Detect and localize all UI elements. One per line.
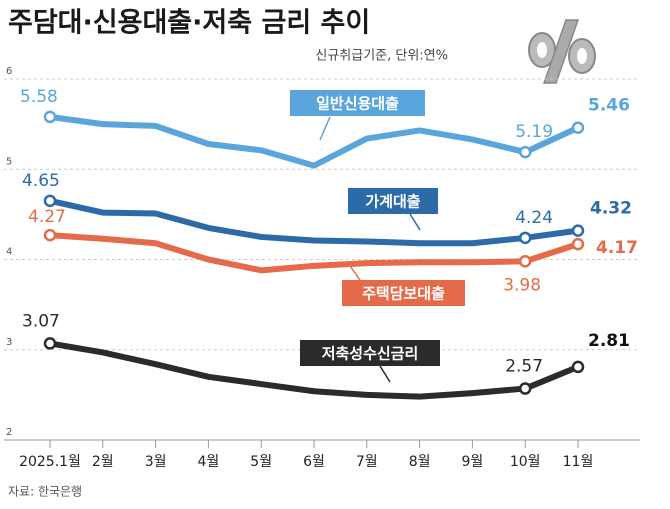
point	[518, 255, 532, 268]
data-label: 4.17	[596, 238, 638, 258]
x-tick-label: 4월	[198, 454, 220, 470]
series-line	[47, 340, 581, 400]
percent-icon	[528, 19, 596, 84]
point	[43, 228, 57, 242]
x-tick-label: 2월	[92, 454, 114, 470]
legend-box	[290, 90, 425, 116]
legend-connector	[409, 213, 421, 231]
point	[43, 110, 57, 124]
data-label: 4.24	[515, 208, 553, 228]
y-tick-label: 4	[6, 247, 12, 258]
series-line	[47, 113, 581, 169]
data-label: 5.46	[588, 96, 630, 116]
x-tick-label: 5월	[250, 454, 272, 470]
y-tick-label: 3	[6, 337, 12, 348]
data-label: 3.98	[503, 275, 541, 295]
x-tick-label: 2025.1월	[19, 454, 81, 470]
x-tick-label: 7월	[356, 454, 378, 470]
data-label: 3.07	[22, 311, 60, 331]
legend-connector	[379, 365, 391, 383]
point	[571, 224, 585, 237]
point	[43, 194, 57, 208]
point	[571, 360, 585, 374]
x-tick-label: 10월	[510, 454, 541, 470]
point	[43, 337, 57, 350]
legend-label: 가계대출	[365, 193, 420, 211]
legend-box	[348, 188, 438, 214]
legend-label: 일반신용대출	[316, 95, 399, 113]
point	[518, 145, 532, 159]
legend-box	[342, 280, 465, 306]
point	[518, 382, 532, 395]
legend-box	[300, 340, 440, 366]
legend-connector	[319, 116, 331, 141]
point	[518, 231, 532, 245]
data-label: 2.81	[588, 331, 630, 351]
y-tick-label: 5	[6, 156, 12, 167]
x-tick-label: 8월	[409, 454, 431, 470]
series-line	[47, 232, 581, 274]
x-tick-label: 3월	[145, 454, 167, 470]
data-label: 2.57	[505, 357, 543, 377]
y-tick-label: 6	[6, 66, 12, 77]
data-label: 5.19	[515, 122, 553, 142]
point	[571, 121, 585, 134]
source: 자료: 한국은행	[8, 484, 82, 499]
x-tick-label: 11월	[563, 454, 594, 470]
y-tick-label: 2	[6, 427, 12, 438]
data-label: 4.65	[22, 171, 60, 191]
data-label: 5.58	[20, 87, 58, 107]
legend-connector	[349, 265, 361, 281]
point	[571, 237, 585, 251]
data-label: 4.27	[28, 207, 66, 227]
data-label: 4.32	[590, 199, 632, 219]
legend-label: 저축성수신금리	[322, 345, 419, 363]
chart-subtitle: 신규취급기준, 단위:연%	[315, 49, 448, 64]
chart-title: 주담대·신용대출·저축 금리 추이	[8, 8, 370, 39]
legend-label: 주택담보대출	[362, 285, 445, 303]
series-line	[47, 197, 581, 247]
x-tick-label: 6월	[303, 454, 325, 470]
x-tick-label: 9월	[462, 454, 484, 470]
